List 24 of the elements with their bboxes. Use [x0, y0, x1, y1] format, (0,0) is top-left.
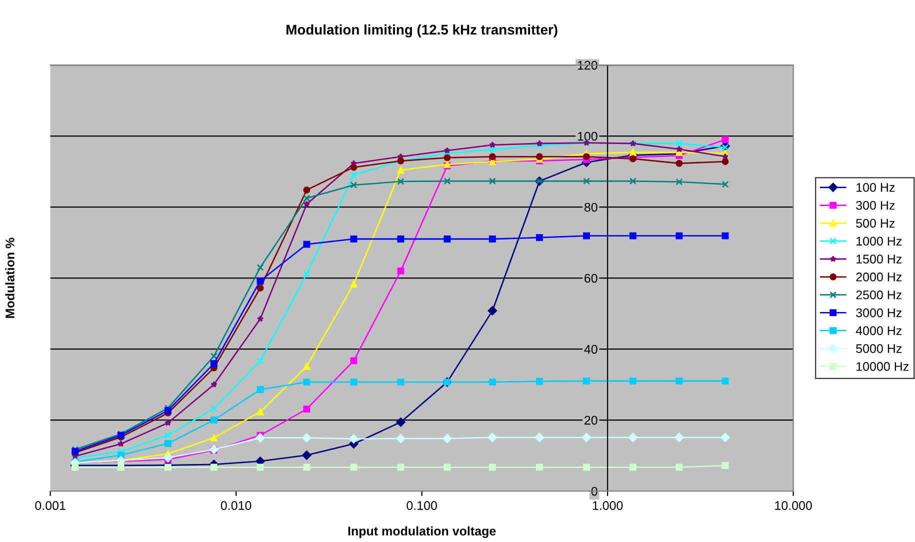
x-tick-label: 1.000	[592, 501, 623, 510]
y-tick-label: 40	[584, 344, 598, 354]
y-tick-label: 80	[584, 202, 598, 212]
x-tick-label: 0.001	[35, 501, 66, 510]
y-tick-label: 100	[578, 132, 598, 141]
x-tick-label: 0.100	[406, 501, 437, 510]
x-tick-label: 0.010	[220, 501, 252, 510]
y-tick-label: 20	[584, 416, 598, 425]
y-axis-title: Modulation %	[5, 238, 14, 318]
legend-label: 1500 Hz	[856, 254, 902, 264]
chart-title: Modulation limiting (12.5 kHz transmitter)	[286, 24, 558, 38]
x-axis-title: Input modulation voltage	[348, 526, 496, 538]
legend-label: 100 Hz	[856, 183, 895, 192]
legend-label: 10000 Hz	[856, 362, 908, 371]
legend-label: 4000 Hz	[856, 326, 902, 336]
y-tick-label: 60	[584, 274, 598, 283]
legend-label: 500 Hz	[856, 218, 895, 228]
legend-label: 2500 Hz	[856, 290, 902, 300]
legend-label: 3000 Hz	[856, 308, 902, 318]
legend-label: 5000 Hz	[856, 344, 902, 354]
x-tick-label: 10.000	[775, 501, 812, 510]
legend-label: 2000 Hz	[856, 272, 902, 282]
legend-label: 1000 Hz	[856, 236, 902, 246]
legend-label: 300 Hz	[856, 200, 895, 210]
